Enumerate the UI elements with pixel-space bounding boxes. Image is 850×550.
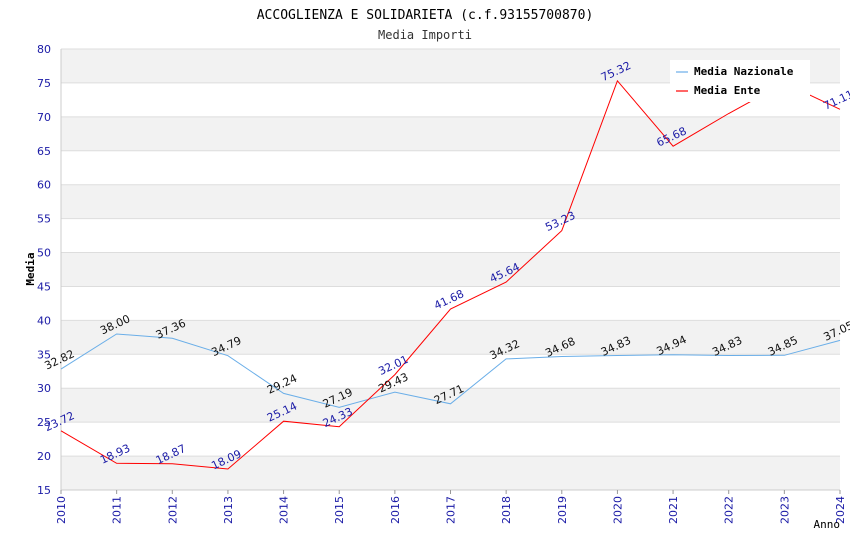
- y-tick-label: 35: [37, 348, 51, 361]
- x-tick-label: 2018: [500, 496, 513, 524]
- legend-background: [670, 60, 810, 102]
- series-line-media-ente: [60, 79, 841, 470]
- grid-band: [61, 116, 840, 151]
- chart-title: ACCOGLIENZA E SOLIDARIETA (c.f.931557008…: [257, 8, 594, 23]
- data-label-media-ente: 23.72: [42, 409, 76, 434]
- y-tick-label: 70: [37, 111, 51, 124]
- x-tick-label: 2024: [834, 496, 847, 524]
- grid-bands: [61, 49, 840, 490]
- x-tick-label: 2010: [55, 496, 68, 524]
- x-tick-label: 2021: [667, 496, 680, 524]
- y-tick-label: 45: [37, 280, 51, 293]
- grid-band: [61, 388, 840, 423]
- y-tick-label: 30: [37, 382, 51, 395]
- chart-subtitle: Media Importi: [378, 28, 472, 42]
- x-tick-label: 2014: [278, 496, 291, 524]
- x-tick-label: 2011: [111, 496, 124, 524]
- y-tick-label: 50: [37, 247, 51, 260]
- grid-band: [61, 252, 840, 287]
- grid-band: [61, 456, 840, 490]
- x-tick-label: 2022: [723, 496, 736, 524]
- x-tick-label: 2012: [166, 496, 179, 524]
- data-label-media-ente: 71.11: [821, 88, 850, 113]
- y-axis-label: Media: [24, 252, 37, 285]
- data-label-media-ente: 41.68: [432, 287, 466, 312]
- y-tick-label: 65: [37, 145, 51, 158]
- x-tick-label: 2023: [778, 496, 791, 524]
- x-axis-label: Anno: [814, 518, 841, 531]
- legend-label-media-nazionale: Media Nazionale: [694, 65, 794, 78]
- y-tick-label: 40: [37, 314, 51, 327]
- series-line-media-nazionale: [60, 333, 841, 408]
- y-tick-label: 25: [37, 416, 51, 429]
- x-tick-label: 2013: [222, 496, 235, 524]
- series-lines: [60, 79, 841, 470]
- y-tick-label: 20: [37, 450, 51, 463]
- legend-label-media-ente: Media Ente: [694, 84, 761, 97]
- grid-band: [61, 184, 840, 219]
- grid-band: [61, 320, 840, 355]
- y-tick-label: 60: [37, 179, 51, 192]
- y-tick-label: 80: [37, 43, 51, 56]
- x-tick-label: 2019: [556, 496, 569, 524]
- y-tick-label: 55: [37, 213, 51, 226]
- x-tick-label: 2020: [611, 496, 624, 524]
- x-tick-label: 2017: [445, 496, 458, 524]
- legend: Media Nazionale Media Ente: [670, 60, 810, 102]
- x-axis-ticks: 2010 2011 2012 2013 2014 2015 2016 2017 2018 2019…: [55, 490, 847, 524]
- y-tick-label: 15: [37, 484, 51, 497]
- y-tick-label: 75: [37, 77, 51, 90]
- x-tick-label: 2015: [333, 496, 346, 524]
- x-tick-label: 2016: [389, 496, 402, 524]
- y-axis-ticks: 15 20 25 30 35 40 45 50 55 60 65 70 75 80: [37, 43, 51, 497]
